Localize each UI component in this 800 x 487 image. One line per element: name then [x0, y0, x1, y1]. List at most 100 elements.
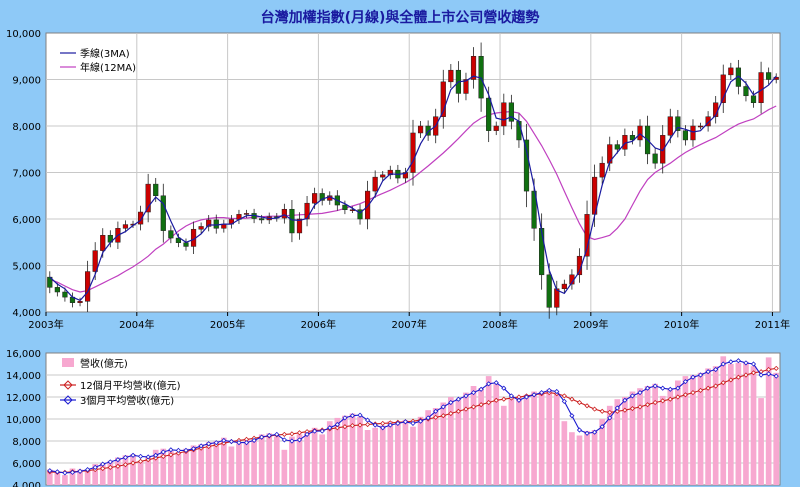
revenue-bar	[447, 397, 454, 485]
revenue-y-tick-label: 6,000	[12, 459, 41, 470]
avg12-point	[750, 370, 757, 376]
candle-body	[168, 230, 174, 239]
avg12-point	[773, 365, 779, 371]
avg3-point	[342, 415, 348, 421]
avg3-point	[667, 386, 673, 392]
avg3-point	[69, 469, 76, 475]
revenue-bar	[99, 463, 106, 485]
avg3-point	[750, 361, 757, 367]
avg12-point	[690, 390, 696, 396]
price-y-tick-label: 9,000	[12, 76, 41, 87]
avg3-point	[561, 398, 567, 404]
avg3-point	[312, 428, 318, 434]
avg12-point	[107, 464, 113, 470]
revenue-bar	[705, 368, 711, 485]
revenue-bar	[160, 448, 167, 485]
avg12-point	[100, 465, 106, 472]
candle-body	[259, 218, 265, 221]
price-x-tick-label: 2010年	[664, 318, 699, 331]
avg12-point	[637, 404, 643, 410]
revenue-bar	[455, 399, 462, 485]
candle-body	[92, 250, 98, 272]
avg3-point	[281, 437, 287, 443]
revenue-bar	[720, 356, 727, 485]
candle-body	[54, 287, 60, 293]
avg12-point	[153, 455, 159, 461]
avg12-point	[614, 408, 620, 414]
price-y-tick-label: 5,000	[12, 262, 41, 273]
avg12-point	[705, 385, 711, 391]
avg3-point	[198, 443, 204, 449]
revenue-bar	[584, 431, 590, 485]
avg12-point	[281, 431, 287, 437]
candle-body	[410, 132, 416, 173]
avg12-point	[122, 462, 129, 468]
candle-body	[539, 228, 545, 276]
avg3-point	[501, 385, 507, 391]
avg12-point	[175, 450, 181, 456]
candle-body	[493, 125, 499, 131]
avg12-point	[720, 380, 726, 386]
avg3-point	[243, 440, 250, 446]
avg3-point	[395, 420, 401, 426]
avg3-point	[274, 431, 280, 437]
revenue-bar	[516, 397, 522, 485]
revenue-bar	[395, 423, 401, 485]
avg3-point	[130, 452, 136, 458]
avg12-point	[576, 399, 583, 406]
avg12-point	[342, 424, 348, 430]
candle-body	[417, 125, 424, 134]
revenue-bar	[357, 416, 363, 485]
revenue-bar	[319, 434, 326, 485]
avg3-point	[486, 381, 492, 387]
avg12-point	[160, 453, 166, 459]
avg3-point	[228, 438, 234, 445]
revenue-bar	[470, 386, 477, 485]
revenue-bar	[228, 446, 235, 485]
revenue-bar	[425, 410, 431, 485]
legend-revenue-label: 營收(億元)	[80, 357, 128, 370]
revenue-bar	[387, 421, 394, 485]
avg3-point	[145, 454, 151, 460]
candle-body	[122, 224, 129, 229]
candle-body	[183, 242, 189, 247]
revenue-bar	[773, 372, 780, 485]
avg3-point	[713, 366, 719, 373]
avg3-point	[425, 415, 431, 421]
candle-body	[735, 67, 741, 87]
candle-body	[153, 183, 159, 196]
revenue-bar	[213, 441, 220, 485]
avg12-point	[138, 458, 144, 464]
price-x-tick-label: 2005年	[210, 318, 245, 331]
avg12-point	[168, 452, 174, 458]
revenue-bar	[311, 427, 318, 485]
candle-body	[501, 102, 507, 127]
price-x-tick-label: 2003年	[28, 318, 63, 331]
candle-body	[448, 69, 454, 83]
revenue-bar	[379, 425, 386, 485]
candle-body	[599, 162, 605, 178]
revenue-bar	[606, 405, 613, 485]
revenue-bar	[273, 436, 280, 485]
revenue-bar	[735, 362, 742, 485]
avg12-point	[569, 396, 575, 402]
chart-title: 台灣加權指數(月線)與全體上市公司營收趨勢	[261, 9, 540, 26]
revenue-bar	[493, 383, 500, 485]
revenue-bar	[372, 427, 379, 485]
avg12-point	[206, 443, 212, 450]
avg12-point	[682, 392, 688, 398]
candle-body	[554, 288, 560, 308]
candle-body	[198, 226, 204, 230]
revenue-bar	[281, 449, 288, 485]
avg3-point	[539, 390, 545, 396]
revenue-bar	[198, 444, 204, 485]
avg3-point	[697, 372, 704, 378]
revenue-bar	[463, 392, 469, 485]
revenue-bar	[743, 361, 749, 485]
revenue-bar	[538, 391, 545, 485]
avg12-point	[713, 383, 719, 389]
avg12-point	[501, 396, 507, 402]
candle-body	[243, 213, 250, 215]
candle-body	[380, 174, 386, 178]
avg3-point	[463, 393, 469, 399]
